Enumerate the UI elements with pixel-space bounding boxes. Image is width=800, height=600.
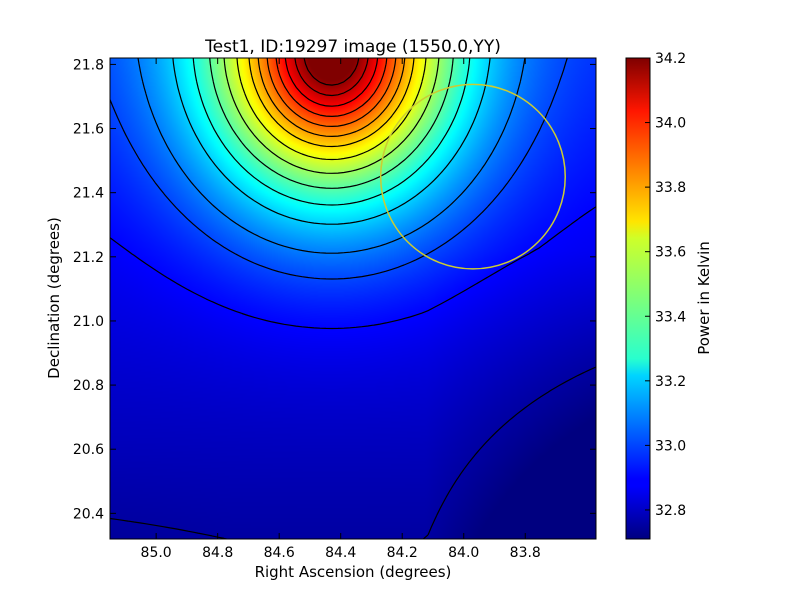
contour-level-4 (172, 58, 491, 225)
y-tick-label: 20.6 (73, 442, 104, 458)
contour-level-9 (248, 58, 415, 148)
y-tick-label: 21.0 (73, 314, 104, 330)
x-tick-label: 85.0 (141, 545, 172, 561)
colorbar-tick-label: 32.8 (655, 503, 686, 519)
x-tick-label: 84.2 (387, 545, 418, 561)
x-tick-label: 84.8 (202, 545, 233, 561)
plot-frame (109, 57, 597, 540)
contour-level-2 (110, 58, 568, 280)
y-axis-ticks: 20.4 20.6 20.8 21.0 21.2 21.4 21.6 21.8 (73, 57, 596, 522)
colorbar-tick-label: 33.8 (655, 180, 686, 196)
x-tick-label: 84.4 (325, 545, 356, 561)
x-tick-label: 83.8 (510, 545, 541, 561)
contour-level-6 (209, 58, 454, 189)
y-tick-label: 21.4 (73, 186, 104, 202)
colorbar: 32.8 33.0 33.2 33.4 33.6 33.8 34.0 34.2 Power i… (625, 51, 713, 540)
contour-level-3 (137, 58, 526, 254)
x-tick-label: 84.6 (264, 545, 295, 561)
colorbar-tick-label: 33.2 (655, 374, 686, 390)
contour-level-0 (110, 366, 596, 539)
colorbar-ticks: 32.8 33.0 33.2 33.4 33.6 33.8 34.0 34.2 (645, 51, 686, 519)
x-tick-label: 84.0 (448, 545, 479, 561)
heatmap-image (110, 58, 596, 539)
x-axis-ticks: 85.0 84.8 84.6 84.4 84.2 84.0 83.8 (141, 58, 541, 561)
y-axis-label: Declination (degrees) (45, 217, 63, 379)
x-axis-label: Right Ascension (degrees) (255, 563, 452, 581)
contour-level-10 (257, 58, 406, 137)
plot-area (109, 57, 597, 540)
contour-lines (110, 58, 596, 539)
colorbar-label: Power in Kelvin (695, 241, 713, 355)
contour-level-12 (275, 58, 388, 117)
colorbar-tick-label: 33.4 (655, 309, 686, 325)
contour-level-7 (223, 58, 440, 174)
y-tick-label: 21.6 (73, 122, 104, 138)
y-tick-label: 20.8 (73, 378, 104, 394)
colorbar-tick-label: 33.6 (655, 245, 686, 261)
colorbar-tick-label: 33.0 (655, 438, 686, 454)
contour-level-1 (110, 206, 596, 330)
colorbar-tick-label: 34.2 (655, 51, 686, 67)
contour-level-11 (266, 58, 397, 127)
chart-title: Test1, ID:19297 image (1550.0,YY) (204, 37, 501, 57)
y-tick-label: 21.8 (73, 57, 104, 73)
contour-level-13 (284, 58, 379, 107)
y-tick-label: 21.2 (73, 250, 104, 266)
y-tick-label: 20.4 (73, 506, 104, 522)
contour-level-15 (303, 58, 360, 86)
colorbar-gradient (625, 57, 651, 540)
colorbar-tick-label: 34.0 (655, 116, 686, 132)
beam-circle (379, 83, 566, 270)
